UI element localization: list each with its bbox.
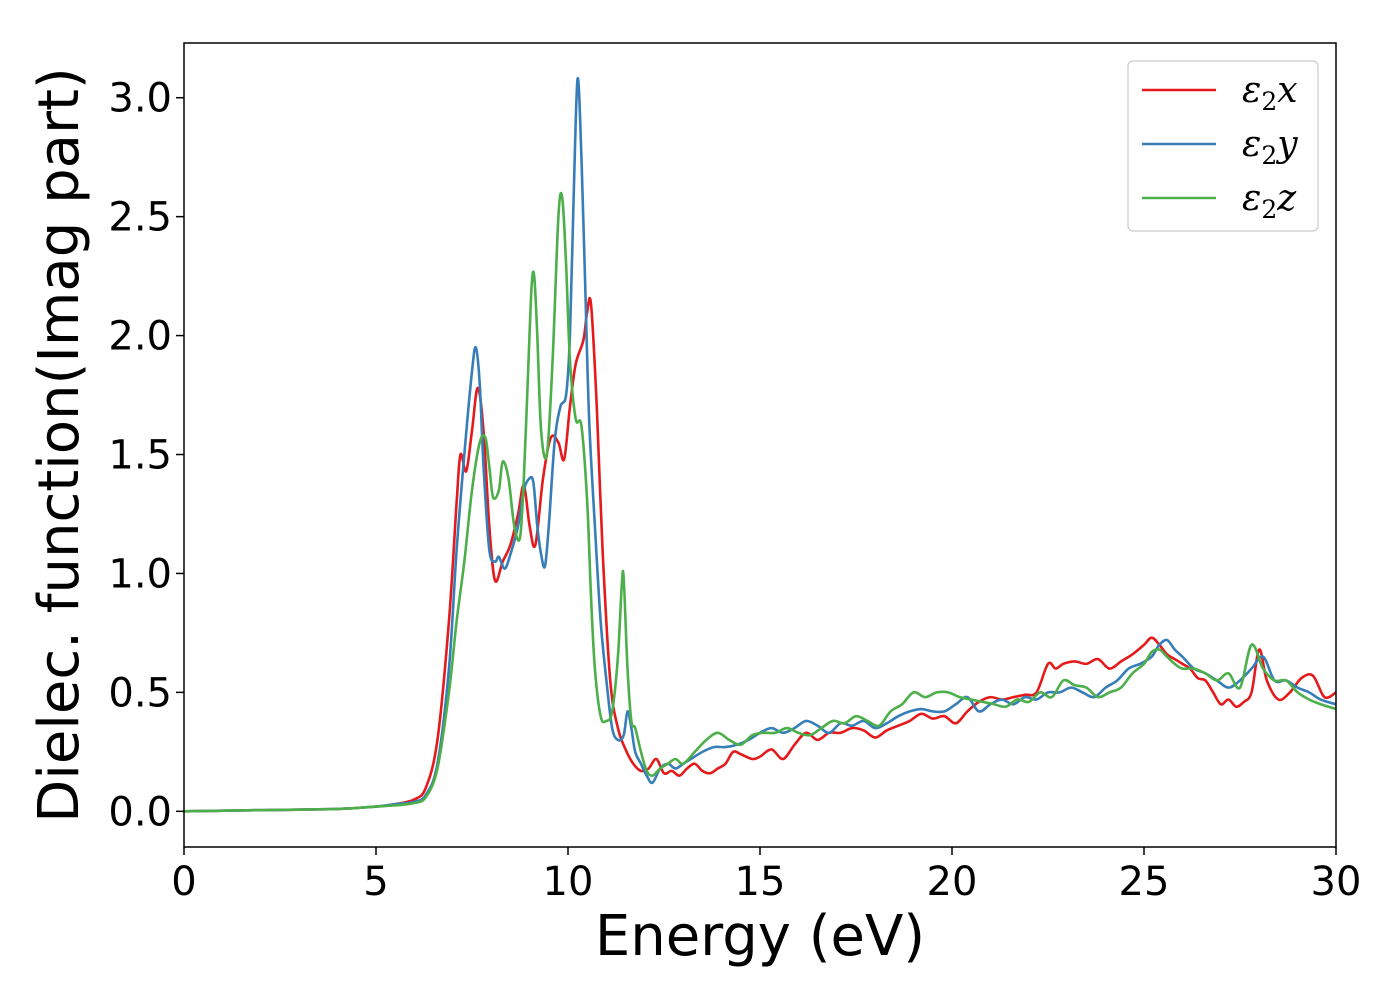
x-tick-label: 30 [1311, 859, 1362, 905]
y-tick-label: 3.0 [108, 76, 172, 122]
y-tick-label: 2.0 [108, 314, 172, 360]
y-axis: 0.0 0.5 1.0 1.5 2.0 2.5 3.0 [108, 76, 184, 835]
x-tick-label: 0 [171, 859, 196, 905]
series-line-2 [184, 77, 1336, 813]
series-layer [184, 77, 1336, 813]
series-line-1 [184, 296, 1336, 813]
x-axis: 0 5 10 15 20 25 30 [171, 847, 1361, 905]
y-tick-label: 2.5 [108, 195, 172, 241]
x-tick-label: 25 [1119, 859, 1170, 905]
y-axis-label: Dielec. function(Imag part) [27, 67, 92, 823]
y-tick-label: 0.0 [108, 789, 172, 835]
x-tick-label: 15 [735, 859, 786, 905]
x-tick-label: 20 [927, 859, 978, 905]
legend: ε2x ε2y ε2z [1127, 60, 1319, 232]
x-axis-label: Energy (eV) [595, 904, 925, 969]
x-tick-label: 10 [543, 859, 594, 905]
legend-box [1127, 60, 1319, 232]
x-tick-label: 5 [363, 859, 388, 905]
legend-label-1: ε2x [1242, 70, 1298, 116]
legend-label-3: ε2z [1242, 178, 1297, 224]
y-tick-label: 1.5 [108, 433, 172, 479]
y-tick-label: 0.5 [108, 670, 172, 716]
legend-label-2: ε2y [1242, 124, 1298, 170]
series-line-3 [184, 191, 1336, 813]
y-tick-label: 1.0 [108, 551, 172, 597]
